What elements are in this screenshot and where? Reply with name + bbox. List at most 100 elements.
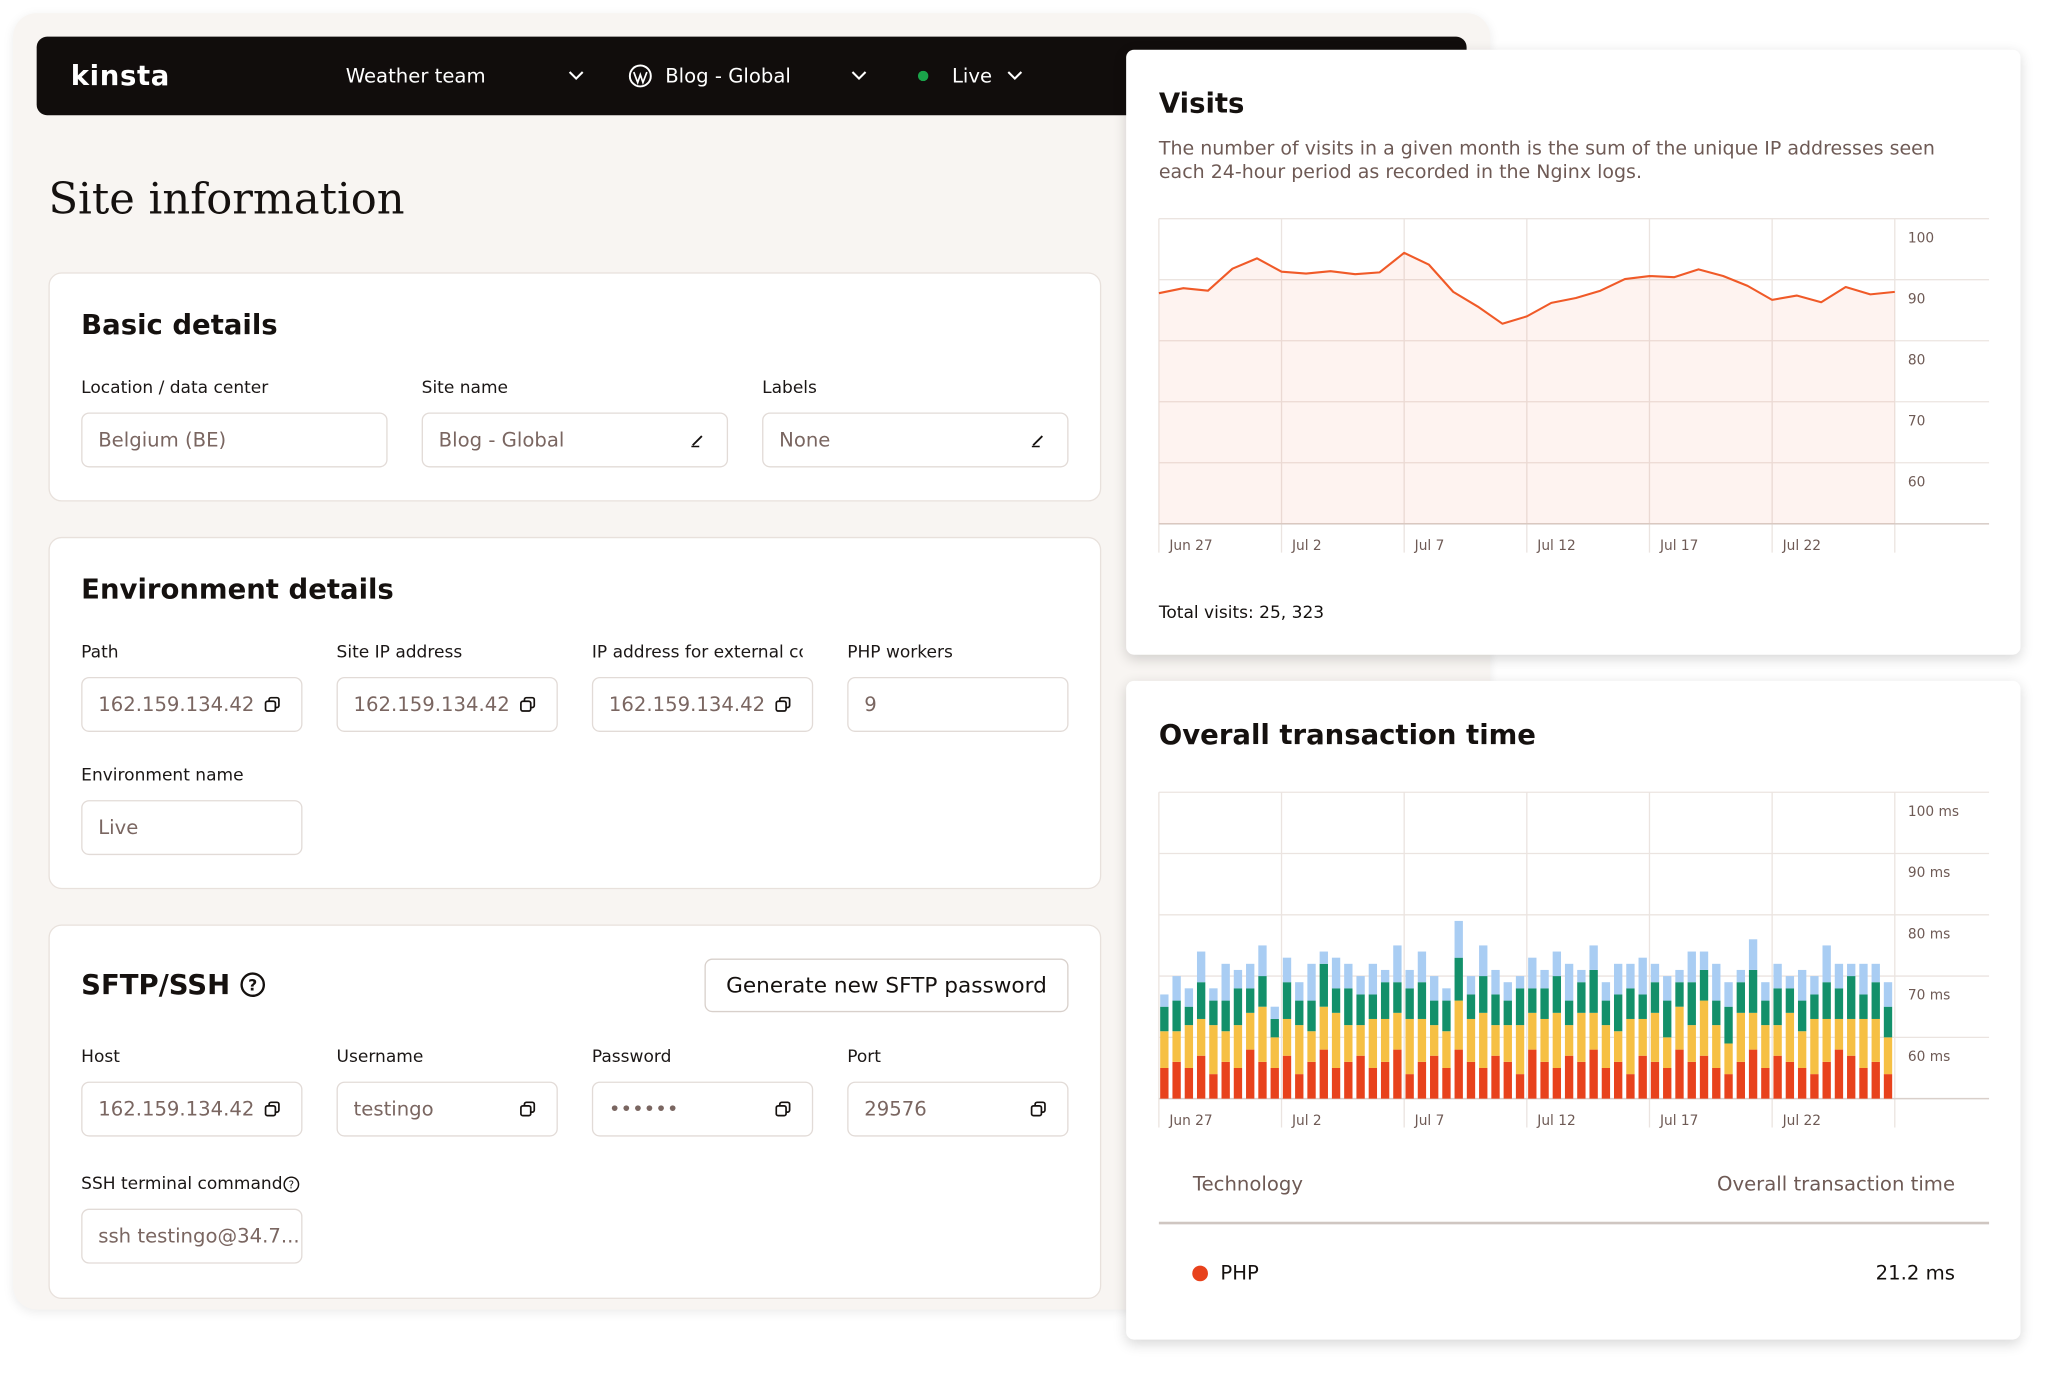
field-value: 29576 — [864, 1097, 927, 1121]
help-icon[interactable]: ? — [283, 1176, 300, 1193]
bar-segment — [1331, 988, 1341, 1013]
bar-segment — [1626, 1018, 1635, 1075]
bar-segment — [1736, 969, 1745, 983]
bar-segment — [1209, 1000, 1218, 1026]
bar-segment — [1601, 1000, 1611, 1026]
bar-segment — [1577, 1061, 1586, 1099]
input-field[interactable]: 9 — [847, 676, 1069, 732]
input-field[interactable]: testingo — [336, 1081, 558, 1137]
chevron — [851, 71, 867, 81]
input-field[interactable]: 162.159.134.42 — [591, 676, 814, 732]
bar-segment — [1196, 1018, 1206, 1056]
bar-segment — [1601, 1025, 1611, 1068]
bar-segment — [1834, 988, 1844, 1019]
team-selector[interactable]: Weather team — [345, 64, 486, 88]
input-field[interactable]: None — [762, 412, 1069, 468]
bar-segment — [1405, 1074, 1414, 1099]
field-value: 162.159.134.42 — [608, 692, 766, 717]
bar-segment — [1859, 963, 1868, 995]
bar-segment — [1626, 1074, 1635, 1099]
input-field[interactable]: Live — [81, 800, 303, 856]
x-tick-label: Jul 17 — [1659, 1113, 1698, 1129]
input-field[interactable]: ssh testingo@34.7... — [81, 1208, 303, 1264]
bar-segment — [1454, 1049, 1463, 1099]
copy-icon[interactable] — [775, 1101, 791, 1117]
bar-segment — [1270, 1067, 1279, 1099]
copy-icon[interactable] — [264, 1101, 281, 1117]
bar-segment — [1883, 1074, 1893, 1099]
site-selector[interactable]: Blog - Global — [665, 64, 791, 88]
bar-segment — [1270, 1037, 1279, 1068]
logo[interactable]: kinsta — [70, 60, 171, 92]
y-tick-label: 90 — [1908, 291, 1925, 307]
bar-segment — [1380, 969, 1390, 983]
input-field[interactable]: 162.159.134.42 — [81, 676, 303, 732]
bar-segment — [1613, 1061, 1623, 1099]
environment-selector[interactable]: Live — [951, 64, 993, 88]
field-label: Password — [591, 1047, 672, 1068]
input-field[interactable]: 162.159.134.42 — [81, 1081, 303, 1137]
bar-segment — [1564, 1055, 1574, 1099]
chevron — [1007, 71, 1023, 81]
field-value: •••••• — [608, 1097, 679, 1121]
generate-password-button[interactable]: Generate new SFTP password — [704, 958, 1069, 1013]
input-field[interactable]: 29576 — [847, 1081, 1069, 1137]
copy-icon[interactable] — [775, 696, 791, 713]
bar-segment — [1196, 951, 1206, 983]
bar-segment — [1442, 1000, 1451, 1032]
bar-segment — [1393, 1012, 1402, 1050]
input-field[interactable]: •••••• — [591, 1081, 814, 1137]
bar-segment — [1479, 1012, 1488, 1068]
bar-segment — [1160, 1031, 1169, 1068]
total-visits: Total visits: 25, 323 — [1158, 603, 1325, 624]
input-field[interactable]: 162.159.134.42 — [336, 676, 558, 732]
bar-segment — [1785, 1012, 1795, 1062]
y-tick-label: 90 ms — [1908, 865, 1950, 881]
bar-segment — [1454, 1000, 1463, 1050]
copy-icon[interactable] — [520, 696, 536, 713]
bar-segment — [1380, 1061, 1390, 1099]
bar-segment — [1417, 1061, 1427, 1099]
bar-segment — [1282, 982, 1292, 1019]
bar-segment — [1491, 1055, 1500, 1099]
bar-segment — [1736, 1012, 1745, 1062]
bar-segment — [1589, 1049, 1598, 1099]
bar-segment — [1773, 988, 1782, 1026]
bar-segment — [1270, 1006, 1279, 1019]
copy-icon[interactable] — [264, 696, 281, 713]
edit-icon[interactable] — [1031, 432, 1047, 448]
bar-segment — [1442, 1067, 1451, 1099]
line — [1158, 251, 1895, 325]
help-icon[interactable]: ? — [240, 972, 266, 998]
bar-segment — [1503, 1025, 1512, 1062]
bar-segment — [1785, 1061, 1795, 1099]
input-field[interactable]: Belgium (BE) — [81, 412, 388, 468]
field-label: Path — [81, 642, 119, 663]
field-label: Host — [81, 1047, 120, 1068]
y-tick-label: 80 — [1908, 352, 1925, 368]
bar-segment — [1172, 1031, 1181, 1062]
bar-segment — [1540, 1018, 1549, 1062]
bar-segment — [1871, 1061, 1880, 1099]
edit-icon[interactable] — [690, 432, 706, 448]
copy-icon[interactable] — [1030, 1101, 1047, 1117]
bar-segment — [1675, 1006, 1684, 1050]
bar-segment — [1442, 988, 1451, 1001]
table-header: Overall transaction time — [1717, 1171, 1956, 1196]
bar-segment — [1650, 1012, 1660, 1062]
copy-icon[interactable] — [520, 1101, 536, 1117]
bar-segment — [1221, 963, 1230, 1001]
bar-segment — [1650, 1061, 1660, 1099]
input-field[interactable]: Blog - Global — [421, 412, 729, 468]
bar-segment — [1417, 982, 1427, 1019]
field-value: Belgium (BE) — [98, 428, 227, 452]
field-label: Location / data center — [81, 378, 269, 399]
bar-segment — [1761, 1000, 1770, 1026]
field-label: Site IP address — [336, 642, 463, 663]
field-label: Site name — [421, 378, 509, 399]
legend-dot — [1192, 1265, 1208, 1282]
y-tick-label: 100 — [1908, 230, 1934, 246]
bar-segment — [1564, 1000, 1574, 1026]
bar-segment — [1552, 1067, 1562, 1099]
bar-segment — [1368, 963, 1378, 995]
